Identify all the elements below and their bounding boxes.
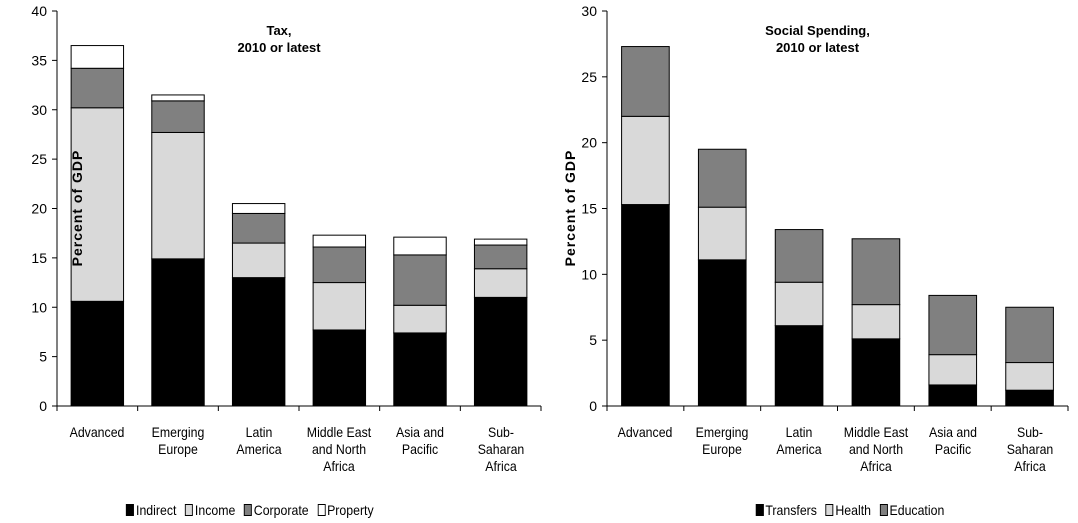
x-tick-label: Advanced	[69, 424, 125, 440]
x-tick-label: Sub-Saharan Africa	[1006, 424, 1053, 474]
legend-label: Corporate	[253, 502, 309, 518]
bar-segment	[774, 229, 824, 283]
bar-segment	[928, 384, 978, 407]
bar-segment	[473, 296, 528, 407]
bar-segment	[473, 268, 528, 298]
y-tick-label: 30	[31, 102, 47, 118]
bar-segment	[70, 45, 125, 69]
bar-segment	[70, 67, 125, 109]
legend-label: Property	[327, 502, 374, 518]
legend-swatch	[755, 504, 764, 516]
x-tick-label: Asia and Pacific	[928, 424, 977, 457]
x-tick-label: Asia and Pacific	[396, 424, 444, 457]
bar-segment	[231, 277, 286, 407]
bar-segment	[151, 258, 205, 407]
legend-item: Property	[317, 502, 374, 518]
bar-segment	[393, 254, 447, 306]
legend-item: Income	[185, 502, 235, 518]
bar-segment	[774, 281, 824, 327]
x-tick-label: Latin America	[236, 424, 282, 457]
bar-segment	[621, 46, 670, 117]
bar-segment	[928, 294, 978, 356]
bar-segment	[312, 246, 367, 284]
bar-segment	[151, 94, 205, 102]
legend-item: Indirect	[126, 502, 176, 518]
bar-segment	[1005, 389, 1054, 407]
x-tick-label: Latin America	[776, 424, 822, 457]
bar-segment	[231, 212, 286, 244]
bar-segment	[312, 234, 367, 248]
bar-segment	[1005, 362, 1054, 391]
bar-segment	[231, 203, 286, 214]
bar-segment	[151, 100, 205, 133]
legend-label: Income	[194, 502, 236, 518]
bar-segment	[312, 282, 367, 331]
legend: Transfers Health Education	[718, 502, 982, 518]
y-tick-label: 10	[31, 299, 47, 315]
bar-segment	[851, 304, 901, 340]
y-tick-label: 0	[589, 398, 597, 414]
bar-segment	[621, 204, 670, 407]
bar-segment	[151, 131, 205, 260]
y-tick-label: 30	[581, 3, 597, 19]
x-tick-label: Emerging Europe	[151, 424, 205, 457]
bar-segment	[1005, 306, 1054, 364]
y-tick-label: 10	[581, 266, 597, 282]
y-axis-label: Percent of GDP	[69, 149, 85, 266]
y-tick-label: 5	[589, 332, 597, 348]
bar-segment	[70, 107, 125, 302]
legend-label: Health	[835, 502, 872, 518]
bar-segment	[851, 338, 901, 407]
legend-item: Education	[879, 502, 945, 518]
bar-segment	[928, 354, 978, 386]
bar-segment	[621, 115, 670, 206]
y-tick-label: 40	[31, 3, 47, 19]
legend-item: Transfers	[755, 502, 817, 518]
legend-swatch	[825, 504, 834, 516]
legend-swatch	[185, 504, 194, 516]
bar-segment	[473, 244, 528, 270]
y-tick-label: 25	[31, 151, 47, 167]
y-tick-label: 25	[581, 69, 597, 85]
y-axis-label: Percent of GDP	[562, 149, 578, 266]
y-tick-label: 0	[39, 398, 47, 414]
x-tick-label: Sub-Saharan Africa	[477, 424, 524, 474]
bar-segment	[393, 304, 447, 334]
y-tick-label: 15	[581, 201, 597, 217]
chart-title: Social Spending, 2010 or latest	[765, 23, 870, 55]
bar-segment	[393, 236, 447, 256]
legend-swatch	[879, 504, 888, 516]
y-tick-label: 35	[31, 52, 47, 68]
legend-swatch	[317, 504, 326, 516]
bar-segment	[473, 238, 528, 246]
bar-segment	[851, 238, 901, 306]
legend-item: Health	[825, 502, 872, 518]
y-tick-label: 5	[39, 349, 47, 365]
x-tick-label: Middle East and North Africa	[307, 424, 372, 474]
bar-segment	[697, 206, 747, 261]
x-tick-label: Middle East and North Africa	[843, 424, 909, 474]
legend-label: Indirect	[136, 502, 177, 518]
legend-swatch	[244, 504, 253, 516]
bar-segment	[231, 242, 286, 279]
bar-segment	[697, 148, 747, 208]
x-tick-label: Advanced	[618, 424, 673, 440]
x-tick-label: Emerging Europe	[695, 424, 749, 457]
legend-label: Transfers	[765, 502, 817, 518]
y-tick-label: 20	[31, 201, 47, 217]
y-tick-label: 20	[581, 135, 597, 151]
legend-item: Corporate	[244, 502, 309, 518]
chart-title: Tax, 2010 or latest	[237, 23, 321, 55]
bar-segment	[70, 300, 125, 407]
legend-label: Education	[889, 502, 945, 518]
bar-segment	[312, 329, 367, 407]
legend: Indirect Income Corporate Property	[118, 502, 382, 518]
bar-segment	[774, 325, 824, 407]
y-tick-label: 15	[31, 250, 47, 266]
bar-segment	[393, 332, 447, 407]
bar-segment	[697, 259, 747, 407]
legend-swatch	[126, 504, 135, 516]
